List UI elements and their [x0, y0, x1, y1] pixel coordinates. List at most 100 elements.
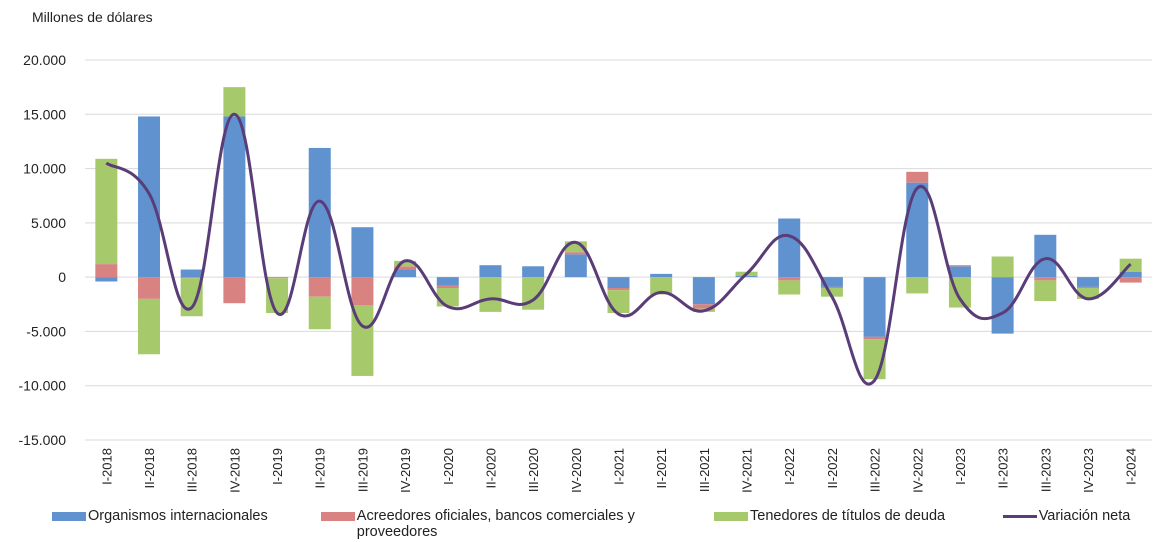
bar	[522, 266, 545, 278]
y-tick-label: 15.000	[23, 106, 66, 122]
bar	[948, 266, 971, 278]
bar	[1076, 288, 1099, 299]
x-tick-label: III-2018	[185, 448, 200, 492]
bar	[479, 277, 502, 312]
bar	[564, 252, 587, 255]
bar	[863, 336, 886, 340]
bar	[692, 277, 715, 305]
x-tick-label: IV-2020	[569, 448, 584, 493]
x-tick-label: III-2020	[526, 448, 541, 492]
bar	[863, 277, 886, 337]
x-tick-label: II-2023	[996, 448, 1011, 488]
bar	[351, 277, 374, 306]
bar	[778, 280, 801, 295]
legend-item: Tenedores de títulos de deuda	[714, 508, 1003, 540]
bar	[394, 269, 417, 278]
bar	[1034, 280, 1057, 302]
bar	[308, 296, 331, 330]
bar	[394, 266, 417, 270]
x-tick-label: II-2022	[825, 448, 840, 488]
bar	[906, 277, 929, 294]
y-tick-label: 0	[58, 269, 66, 285]
legend-label: Acreedores oficiales, bancos comerciales…	[356, 508, 635, 540]
bar	[308, 147, 331, 278]
y-tick-label: 10.000	[23, 161, 66, 177]
bar	[564, 254, 587, 278]
x-tick-label: IV-2023	[1081, 448, 1096, 493]
bar	[991, 277, 1014, 334]
bar	[1076, 286, 1099, 288]
legend-label: Organismos internacionales	[88, 508, 268, 524]
bar	[564, 241, 587, 253]
bar	[1034, 277, 1057, 281]
bar	[95, 277, 118, 282]
bar	[308, 277, 331, 297]
legend-swatch	[1002, 515, 1037, 518]
x-tick-label: I-2024	[1124, 448, 1139, 485]
y-tick-label: -10.000	[19, 378, 67, 394]
bar	[820, 277, 843, 287]
bar	[138, 116, 161, 278]
bar	[906, 171, 929, 183]
legend-swatch	[52, 512, 86, 521]
y-tick-label: -5.000	[26, 323, 66, 339]
bar	[607, 277, 630, 288]
legend-swatch	[320, 512, 355, 521]
legend-item: Organismos internacionales	[52, 508, 321, 540]
bar	[906, 182, 929, 278]
bar	[820, 288, 843, 297]
bar	[180, 269, 203, 278]
bar	[138, 298, 161, 355]
y-tick-label: 20.000	[23, 52, 66, 68]
bar	[138, 277, 161, 299]
bar	[351, 227, 374, 278]
x-tick-label: I-2018	[99, 448, 114, 485]
bar	[1119, 271, 1142, 278]
x-tick-label: III-2022	[868, 448, 883, 492]
bar	[607, 290, 630, 313]
x-tick-label: I-2020	[441, 448, 456, 485]
x-tick-label: IV-2022	[910, 448, 925, 493]
y-tick-label: -15.000	[19, 432, 67, 448]
x-tick-label: II-2020	[483, 448, 498, 488]
legend: Organismos internacionales Acreedores ofi…	[52, 508, 1152, 540]
legend-item: Variación neta	[1002, 508, 1152, 540]
bar	[650, 273, 673, 278]
bar	[692, 304, 715, 309]
bar	[266, 277, 289, 279]
bar	[436, 277, 459, 286]
x-tick-label: III-2019	[355, 448, 370, 492]
bar	[1119, 277, 1142, 283]
bar	[95, 264, 118, 278]
bar	[180, 278, 203, 317]
y-axis-title: Millones de dólares	[32, 9, 153, 25]
bar	[351, 305, 374, 376]
bar	[180, 277, 203, 279]
bar	[991, 256, 1014, 278]
x-tick-label: III-2023	[1038, 448, 1053, 492]
x-tick-label: II-2018	[142, 448, 157, 488]
bar	[436, 288, 459, 307]
bar	[1076, 277, 1099, 287]
chart: Millones de dólares -15.000 -10.000 -5.000…	[19, 9, 1152, 493]
legend-swatch	[714, 512, 748, 521]
bar	[650, 277, 673, 295]
bar	[223, 277, 246, 304]
x-tick-label: I-2019	[270, 448, 285, 485]
y-tick-label: 5.000	[31, 215, 66, 231]
bar	[223, 116, 246, 278]
bar	[778, 277, 801, 281]
bar	[735, 276, 758, 278]
bar	[1034, 234, 1057, 278]
bar	[436, 285, 459, 288]
bar	[95, 158, 118, 265]
bar	[607, 288, 630, 291]
x-tick-label: III-2021	[697, 448, 712, 492]
legend-label: Tenedores de títulos de deuda	[750, 508, 946, 524]
x-tick-label: II-2019	[313, 448, 328, 488]
bar	[948, 265, 971, 267]
x-tick-label: I-2022	[782, 448, 797, 485]
x-tick-label: IV-2021	[740, 448, 755, 493]
x-tick-label: I-2021	[612, 448, 627, 485]
